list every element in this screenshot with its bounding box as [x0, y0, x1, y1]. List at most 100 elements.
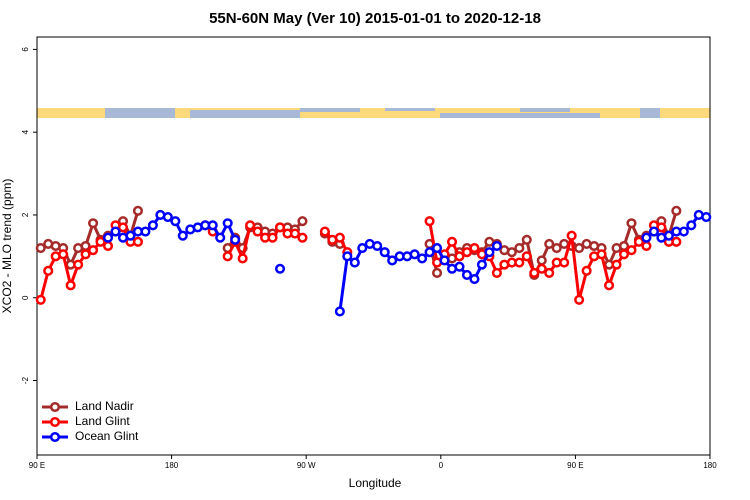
data-point: [88, 218, 99, 229]
data-point: [274, 263, 286, 274]
data-point: [469, 243, 480, 254]
data-point: [521, 251, 532, 262]
data-point: [566, 230, 577, 241]
data-point: [626, 218, 637, 229]
y-axis-label: XCO2 - MLO trend (ppm): [0, 179, 14, 314]
y-tick-label: 6: [21, 47, 30, 52]
data-point: [132, 205, 143, 216]
data-point: [65, 280, 76, 291]
data-point: [289, 228, 301, 239]
data-point: [95, 236, 106, 247]
legend-label: Land Glint: [75, 414, 130, 428]
chart-title: 55N-60N May (Ver 10) 2015-01-01 to 2020-…: [209, 10, 541, 27]
data-point: [559, 257, 570, 268]
data-point: [454, 251, 465, 262]
data-point: [58, 249, 69, 260]
data-point: [536, 255, 547, 266]
data-point: [177, 230, 188, 241]
data-point: [245, 220, 256, 231]
data-point: [641, 240, 652, 252]
data-point: [529, 267, 540, 278]
data-point: [454, 261, 465, 272]
data-point: [536, 263, 547, 274]
legend-marker: [49, 431, 61, 443]
data-point: [43, 265, 54, 276]
data-point: [80, 249, 91, 260]
data-point: [387, 255, 398, 266]
data-point: [73, 259, 84, 270]
x-tick-label: 0: [439, 461, 444, 470]
x-axis-label: Longitude: [349, 476, 402, 490]
data-point: [656, 222, 667, 233]
data-point: [379, 247, 390, 258]
data-point: [484, 247, 495, 258]
y-tick-label: 4: [21, 129, 30, 134]
data-point: [521, 234, 532, 245]
data-point: [170, 216, 181, 227]
data-point: [461, 269, 473, 281]
legend-label: Ocean Glint: [75, 429, 139, 443]
x-tick-label: 90 W: [297, 461, 316, 470]
data-point: [207, 220, 218, 231]
data-point: [417, 253, 428, 264]
data-point: [633, 236, 645, 247]
data-point: [544, 238, 555, 249]
data-point: [544, 267, 555, 278]
data-point: [222, 251, 233, 262]
data-point: [334, 306, 345, 317]
data-point: [432, 243, 443, 254]
data-point: [514, 257, 525, 268]
legend-label: Land Nadir: [75, 399, 134, 413]
data-point: [514, 243, 525, 254]
data-point: [678, 226, 689, 237]
data-point: [297, 216, 308, 227]
data-point: [476, 259, 487, 270]
data-point: [424, 247, 435, 258]
data-point: [604, 280, 615, 291]
data-point: [267, 232, 278, 243]
data-point: [671, 236, 682, 247]
data-point: [88, 245, 99, 256]
data-point: [574, 243, 585, 254]
data-point: [35, 294, 46, 305]
data-point: [357, 243, 368, 254]
data-point: [581, 265, 592, 276]
data-point: [372, 240, 383, 252]
data-point: [102, 240, 114, 252]
data-point: [506, 247, 517, 258]
data-point: [469, 274, 480, 285]
data-point: [491, 267, 502, 278]
legend-marker: [49, 401, 61, 413]
data-point: [551, 243, 562, 254]
data-point: [626, 245, 637, 256]
data-point: [252, 226, 263, 237]
data-point: [424, 216, 435, 227]
data-point: [110, 226, 121, 237]
data-point: [461, 247, 473, 258]
data-point: [147, 220, 158, 231]
data-point: [349, 257, 360, 268]
data-point: [297, 232, 308, 243]
data-point: [491, 240, 502, 252]
data-point: [618, 249, 630, 260]
data-point: [611, 259, 622, 270]
data-point: [446, 236, 458, 247]
data-point: [342, 251, 353, 262]
x-tick-label: 90 E: [29, 461, 45, 470]
data-point: [574, 294, 585, 305]
data-point: [222, 218, 233, 229]
data-point: [671, 205, 682, 216]
data-point: [35, 243, 46, 254]
data-point: [701, 211, 712, 223]
y-tick-label: -2: [21, 376, 30, 384]
y-tick-label: 2: [21, 212, 30, 217]
data-point: [237, 253, 248, 264]
y-tick-label: 0: [21, 295, 30, 300]
data-point: [102, 232, 114, 243]
data-point: [439, 255, 450, 266]
data-point: [132, 236, 143, 247]
data-point: [125, 230, 136, 241]
legend-marker: [49, 416, 61, 428]
data-point: [648, 226, 659, 237]
